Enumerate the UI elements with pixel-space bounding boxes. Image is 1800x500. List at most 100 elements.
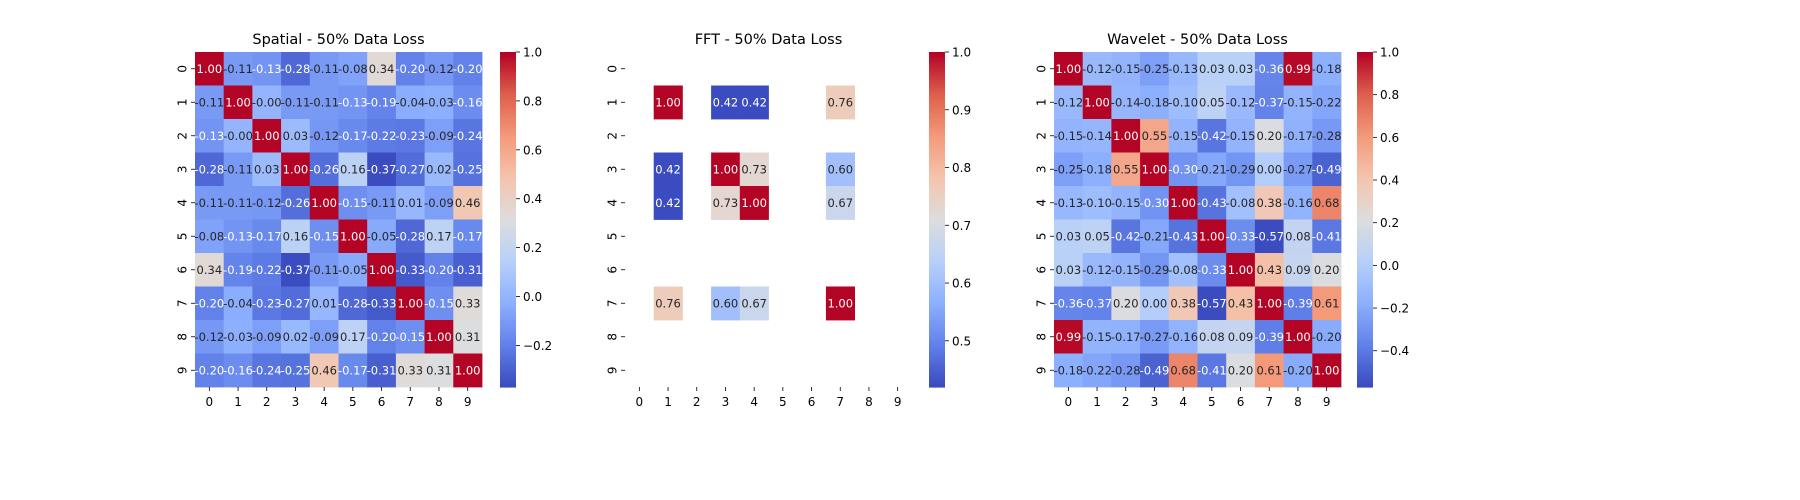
cell-value-label: -0.11 [309, 62, 339, 76]
cell-value-label: -0.27 [1283, 162, 1313, 176]
colorbar-segment [929, 166, 945, 170]
colorbar-segment [1357, 253, 1373, 257]
colorbar-segment [929, 266, 945, 271]
colorbar-segment [929, 261, 945, 265]
cell-value-label: -0.15 [424, 296, 454, 310]
cell-value-label: 0.42 [713, 95, 739, 109]
colorbar-segment [500, 294, 516, 299]
colorbar-segment [500, 219, 516, 223]
colorbar-segment [1357, 322, 1373, 327]
colorbar-segment [929, 227, 945, 232]
heatmap-cell [1197, 286, 1227, 321]
x-tick-label: 9 [894, 395, 902, 409]
heatmap-cell [395, 119, 425, 153]
cell-value-label: -0.15 [1168, 129, 1198, 143]
heatmap-cell [395, 320, 425, 354]
heatmap-cell [453, 52, 483, 86]
cell-value-label: 1.00 [397, 296, 423, 310]
heatmap-cell [281, 353, 311, 388]
colorbar-segment [929, 202, 945, 207]
colorbar-segment [929, 155, 945, 159]
colorbar-segment [1357, 202, 1373, 207]
heatmap-cell [1054, 152, 1084, 187]
heatmap-cell [1054, 353, 1084, 388]
cell-value-label: 1.00 [1256, 296, 1282, 310]
colorbar-segment [1357, 227, 1373, 232]
cell-value-label: -0.04 [395, 95, 425, 109]
colorbar-segment [1357, 328, 1373, 332]
heatmap-cell [367, 320, 397, 354]
colorbar-segment [1357, 79, 1373, 84]
cell-value-label: -0.29 [1226, 162, 1256, 176]
colorbar-segment [500, 54, 516, 59]
heatmap-cell [252, 320, 282, 354]
colorbar-segment [929, 345, 945, 349]
cell-value-label: 0.17 [340, 330, 366, 344]
colorbar-tick-label: 0.9 [952, 103, 971, 117]
heatmap-cell [367, 152, 397, 187]
heatmap-cell [281, 253, 311, 287]
cell-value-label: -0.37 [281, 263, 311, 277]
heatmap-cell [1082, 119, 1112, 153]
colorbar-segment [1357, 244, 1373, 249]
cell-value-label: -0.20 [1283, 363, 1313, 377]
colorbar-segment [500, 166, 516, 170]
colorbar-segment [500, 222, 516, 226]
colorbar-segment [500, 197, 516, 201]
heatmap-cell [1312, 186, 1342, 220]
cell-value-label: -0.11 [281, 95, 311, 109]
cell-value-label: -0.15 [309, 229, 339, 243]
cell-value-label: -0.49 [1312, 162, 1342, 176]
x-tick-label: 4 [1179, 395, 1187, 409]
colorbar-segment [929, 322, 945, 327]
cell-value-label: -0.23 [395, 129, 425, 143]
colorbar-segment [500, 105, 516, 109]
colorbar-segment [500, 174, 516, 179]
cell-value-label: 1.00 [369, 263, 395, 277]
cell-value-label: -0.12 [309, 129, 339, 143]
colorbar-segment [500, 373, 516, 377]
colorbar-segment [929, 280, 945, 285]
cell-value-label: -0.37 [367, 162, 397, 176]
cell-value-label: 0.99 [1056, 330, 1082, 344]
colorbar-segment [929, 82, 945, 87]
heatmap-cell [309, 353, 339, 388]
heatmap-cell [367, 186, 397, 220]
colorbar-segment [500, 144, 516, 148]
heatmap-cell [1168, 320, 1198, 354]
cell-value-label: -0.21 [1197, 162, 1227, 176]
colorbar-segment [929, 127, 945, 131]
cell-value-label: -0.20 [194, 296, 224, 310]
cell-value-label: 0.00 [1256, 162, 1282, 176]
heatmap-cell [1226, 52, 1256, 86]
cell-value-label: -0.24 [252, 363, 282, 377]
colorbar-segment [929, 286, 945, 290]
colorbar-segment [929, 194, 945, 198]
heatmap-cell [1111, 152, 1141, 187]
cell-value-label: -0.13 [223, 229, 253, 243]
colorbar-segment [929, 317, 945, 321]
colorbar-segment [1357, 233, 1373, 237]
y-tick-label: 1 [606, 98, 620, 106]
colorbar-segment [1357, 375, 1373, 380]
heatmap-cell [1283, 320, 1313, 354]
colorbar-segment [500, 286, 516, 290]
cell-value-label: -0.11 [194, 95, 224, 109]
cell-value-label: 1.00 [1228, 263, 1254, 277]
x-tick-label: 0 [1065, 395, 1073, 409]
cell-value-label: 0.34 [197, 263, 223, 277]
cell-value-label: -0.11 [223, 196, 253, 210]
x-tick-label: 0 [636, 395, 644, 409]
heatmap-cell [1254, 286, 1284, 321]
colorbar-segment [1357, 308, 1373, 313]
colorbar-segment [929, 102, 945, 106]
cell-value-label: 1.00 [655, 95, 681, 109]
colorbar-segment [500, 230, 516, 235]
heatmap-cell [1283, 353, 1313, 388]
colorbar-segment [500, 188, 516, 193]
heatmap-cell [367, 253, 397, 287]
cell-value-label: -0.00 [223, 129, 253, 143]
heatmap-cell [1254, 52, 1284, 86]
colorbar-segment [1357, 289, 1373, 293]
